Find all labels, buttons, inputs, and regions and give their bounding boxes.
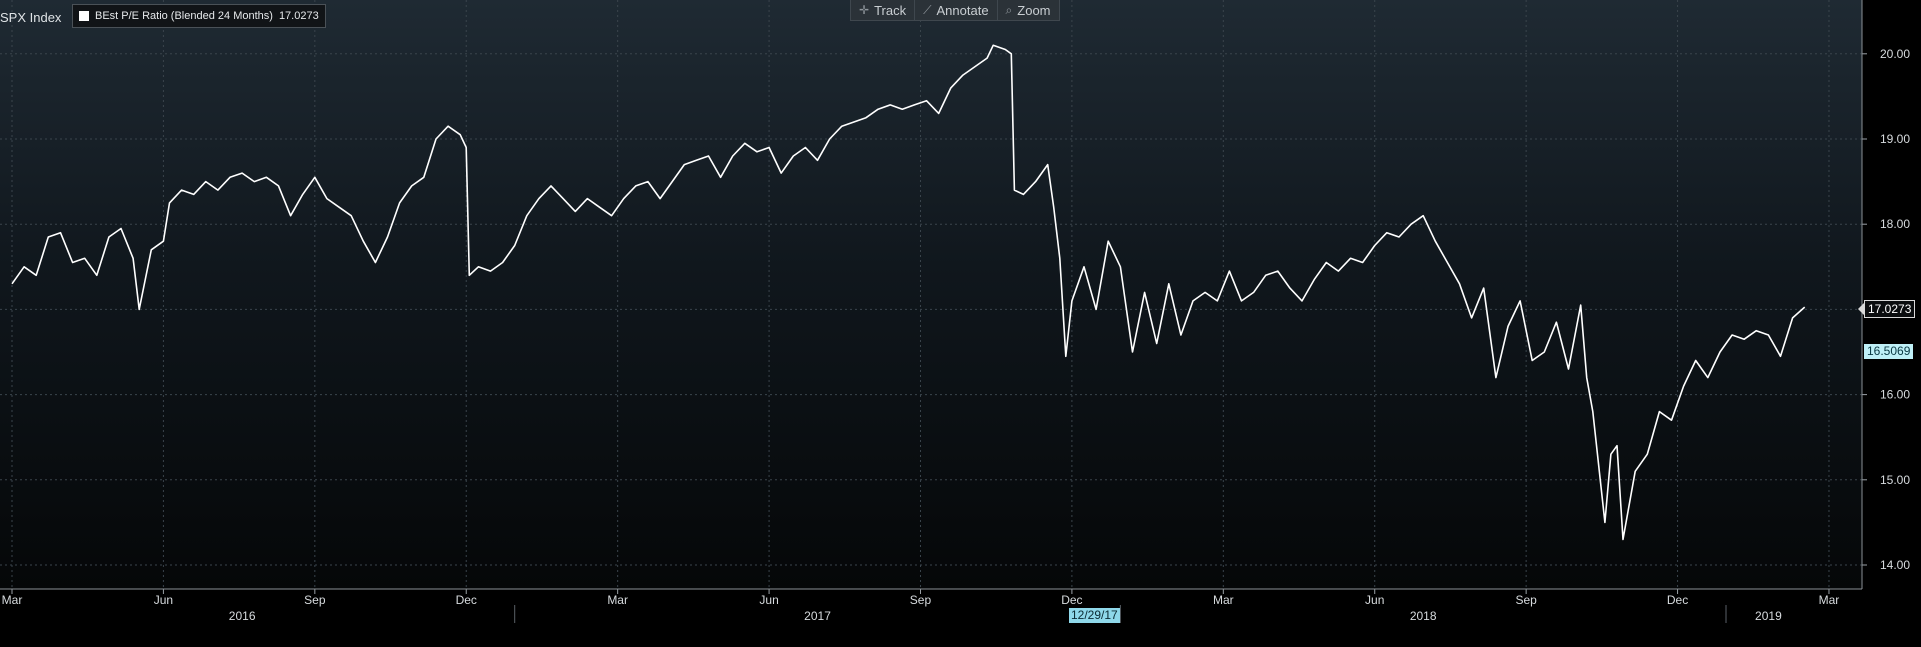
x-month-label: Jun (1365, 593, 1384, 607)
zoom-label: Zoom (1017, 2, 1051, 18)
x-month-label: Sep (304, 593, 326, 607)
series-line (11, 44, 1806, 541)
x-month-label: Mar (2, 593, 23, 607)
legend-value: 17.0273 (278, 10, 319, 22)
x-month-label: Jun (154, 593, 173, 607)
chart-toolbar: ✛ Track ⟋ Annotate ⌕ Zoom (850, 0, 1060, 21)
prev-value-tag: 16.5069 (1864, 344, 1914, 359)
x-month-label: Dec (1667, 593, 1688, 607)
legend-swatch-icon (79, 11, 89, 21)
crosshair-icon: ✛ (859, 3, 870, 17)
x-year-label: 2017 (804, 609, 831, 623)
x-month-label: Dec (1061, 593, 1082, 607)
legend-label: BEst P/E Ratio (Blended 24 Months) (95, 10, 273, 22)
series-legend[interactable]: BEst P/E Ratio (Blended 24 Months) 17.02… (72, 4, 326, 28)
y-tick-label: 16.00 (1880, 388, 1910, 402)
x-month-label: Mar (607, 593, 628, 607)
chart-background (0, 0, 1862, 589)
magnifier-icon: ⌕ (1005, 2, 1013, 17)
y-tick-label: 15.00 (1880, 473, 1910, 487)
zoom-button[interactable]: ⌕ Zoom (996, 0, 1059, 20)
x-month-label: Sep (1515, 593, 1537, 607)
y-tick-label: 14.00 (1880, 558, 1910, 572)
y-tick-label: 20.00 (1880, 47, 1910, 61)
x-month-label: Sep (910, 593, 932, 607)
ticker-label: SPX Index (0, 10, 62, 25)
x-month-label: Dec (456, 593, 477, 607)
y-tick-label: 19.00 (1880, 132, 1910, 146)
y-tick-label: 18.00 (1880, 217, 1910, 231)
cursor-date-tag: 12/29/17 (1069, 608, 1120, 623)
annotate-button[interactable]: ⟋ Annotate (914, 0, 996, 20)
x-month-label: Jun (759, 593, 778, 607)
pencil-icon: ⟋ (923, 2, 932, 17)
x-year-label: 2019 (1755, 609, 1782, 623)
x-year-label: 2016 (229, 609, 256, 623)
x-month-label: Mar (1213, 593, 1234, 607)
x-year-label: 2018 (1410, 609, 1437, 623)
annotate-label: Annotate (936, 2, 989, 18)
track-button[interactable]: ✛ Track (851, 0, 914, 20)
track-label: Track (874, 2, 907, 18)
last-value-tag: 17.0273 (1857, 300, 1916, 318)
x-month-label: Mar (1819, 593, 1840, 607)
